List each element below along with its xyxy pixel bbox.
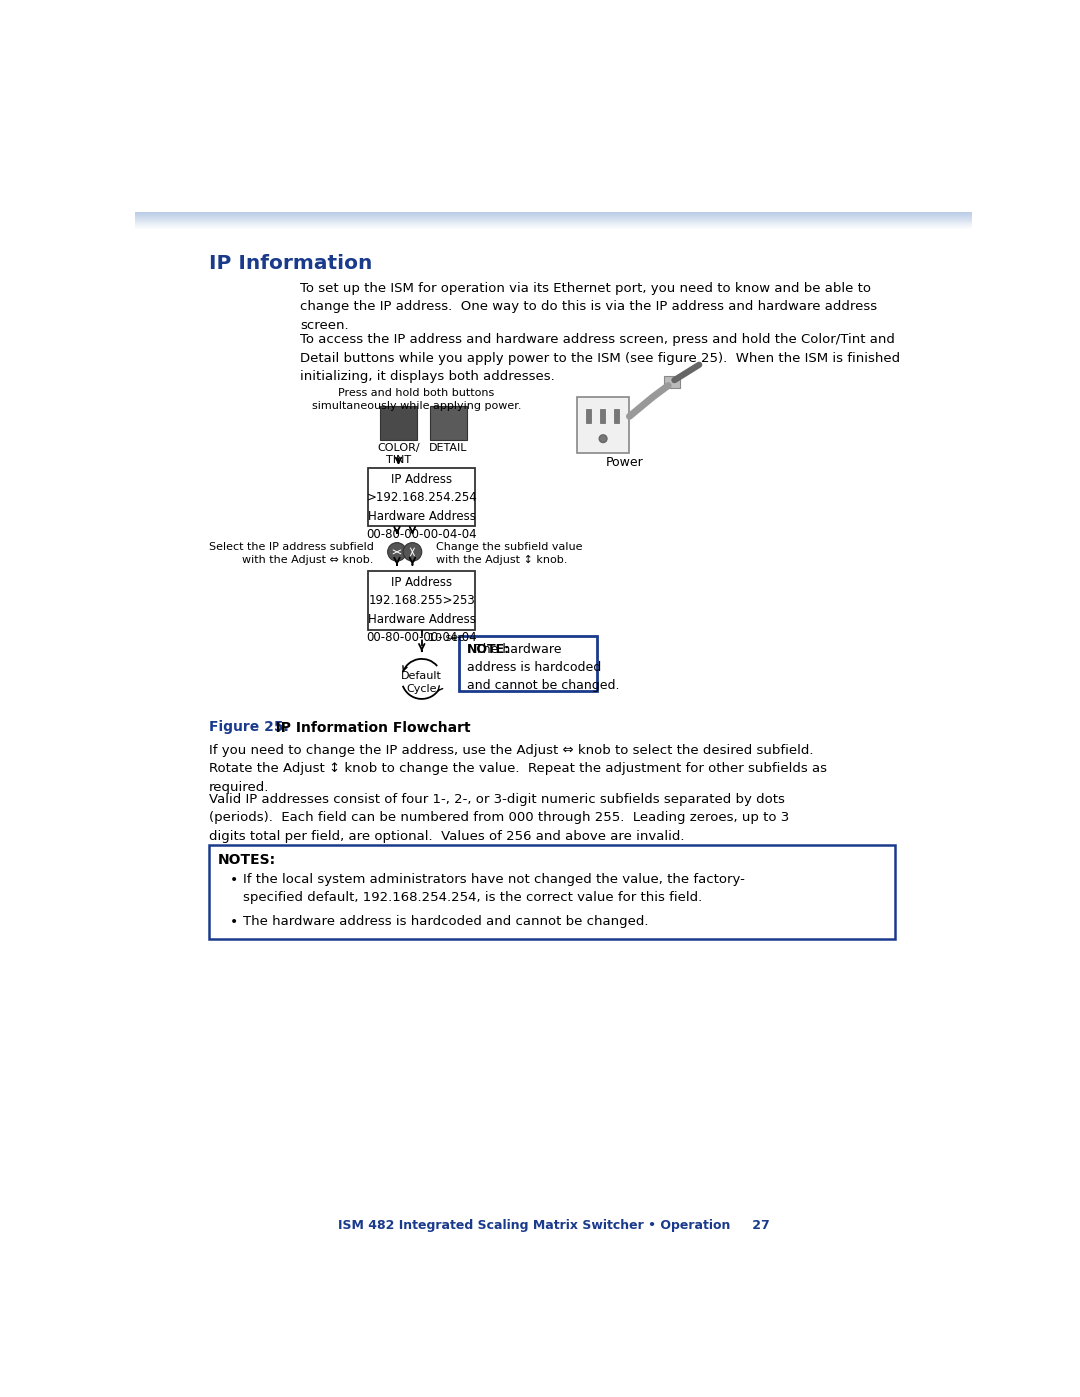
Bar [586,409,592,423]
Text: The hardware
address is hardcoded
and cannot be changed.: The hardware address is hardcoded and ca… [467,643,619,692]
Text: Power: Power [606,457,644,469]
Text: ISM 482 Integrated Scaling Matrix Switcher • Operation     27: ISM 482 Integrated Scaling Matrix Switch… [338,1218,769,1232]
Text: The hardware address is hardcoded and cannot be changed.: The hardware address is hardcoded and ca… [243,915,648,928]
Bar [613,409,619,423]
Text: Select the IP address subfield
with the Adjust ⇔ knob.: Select the IP address subfield with the … [208,542,374,564]
Circle shape [403,542,422,562]
Text: To set up the ISM for operation via its Ethernet port, you need to know and be a: To set up the ISM for operation via its … [300,282,877,331]
Text: NOTES:: NOTES: [218,854,276,868]
Text: Change the subfield value
with the Adjust ↕ knob.: Change the subfield value with the Adjus… [435,542,582,564]
Text: IP Address
>192.168.254.254
Hardware Address
00-80-00-00-04-04: IP Address >192.168.254.254 Hardware Add… [366,472,477,541]
Bar [368,468,475,527]
Text: IP Information Flowchart: IP Information Flowchart [261,721,471,735]
Text: IP Address
192.168.255>253
Hardware Address
00-80-00-00-04-04: IP Address 192.168.255>253 Hardware Addr… [366,576,477,644]
Text: NOTE:: NOTE: [467,643,510,655]
Circle shape [388,542,406,562]
Text: IP Information: IP Information [208,254,372,272]
Bar [577,397,630,453]
Bar [368,571,475,630]
Text: DETAIL: DETAIL [429,443,468,453]
Bar [459,636,597,692]
Bar [664,376,679,388]
Bar [380,407,417,440]
Text: Valid IP addresses consist of four 1-, 2-, or 3-digit numeric subfields separate: Valid IP addresses consist of four 1-, 2… [208,793,788,842]
Text: COLOR/
TINT: COLOR/ TINT [377,443,420,465]
Circle shape [599,434,607,443]
Text: •: • [230,915,239,929]
Text: •: • [230,873,239,887]
Text: If you need to change the IP address, use the Adjust ⇔ knob to select the desire: If you need to change the IP address, us… [208,743,826,793]
Bar [208,845,894,939]
Bar [430,407,467,440]
Text: Default
Cycle: Default Cycle [402,671,442,694]
Text: 10 sec.: 10 sec. [428,633,468,643]
Text: Press and hold both buttons
simultaneously while applying power.: Press and hold both buttons simultaneous… [311,388,521,411]
Text: If the local system administrators have not changed the value, the factory-
spec: If the local system administrators have … [243,873,744,904]
Text: To access the IP address and hardware address screen, press and hold the Color/T: To access the IP address and hardware ad… [300,334,901,383]
Text: Figure 25.: Figure 25. [208,721,288,735]
Bar [600,409,606,423]
